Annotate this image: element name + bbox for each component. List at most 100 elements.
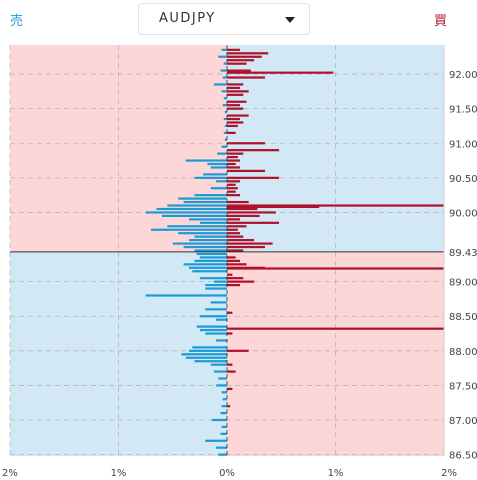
buy-order-bar [227,239,255,242]
sell-order-bar [192,346,227,349]
buy-order-bar [227,256,236,259]
sell-order-bar [183,263,227,266]
sell-order-bar [185,159,227,162]
sell-order-bar [221,90,227,93]
sell-order-bar [145,294,227,297]
sell-order-bar [210,301,227,304]
sell-order-bar [221,405,227,408]
buy-order-bar [227,387,233,390]
sell-order-bar [222,104,227,107]
sell-order-bar [181,353,227,356]
buy-order-bar [227,71,334,74]
sell-order-bar [205,308,227,311]
buy-order-bar [227,100,247,103]
sell-order-bar [194,259,227,262]
sell-order-bar [167,225,227,228]
sell-order-bar [224,111,227,114]
buy-order-bar [227,121,244,124]
sell-order-bar [194,176,227,179]
buy-order-bar [227,169,265,173]
price-tick-label: 89.00 [449,278,477,289]
sell-order-bar [205,332,227,335]
buy-order-bar [227,155,238,159]
sell-order-bar [211,418,227,422]
price-tick-label: 88.00 [449,347,477,358]
buy-label: 買 [433,14,447,29]
buy-order-bar [227,218,241,221]
sell-order-bar [205,439,227,442]
sell-order-bar [224,138,227,141]
x-tick-label: 2% [2,468,18,479]
sell-order-bar [222,76,227,79]
buy-order-bar [227,267,444,270]
sell-order-bar [221,48,227,51]
buy-order-bar [227,93,244,96]
sell-order-bar [210,363,227,366]
sell-order-bar [189,239,227,242]
sell-order-bar [221,425,227,429]
sell-order-bar [199,277,227,280]
sell-order-bar [210,166,227,169]
buy-order-bar [227,76,265,79]
buy-order-bar [227,405,231,408]
buy-order-bar [227,83,244,86]
sell-order-bar [199,221,227,224]
currency-pair-select[interactable]: AUDJPY [138,3,310,35]
sell-order-bar [216,318,227,321]
buy-order-bar [227,214,260,218]
buy-order-bar [227,90,249,93]
buy-order-bar [227,187,238,190]
buy-order-bar [227,59,255,62]
buy-order-bar [227,283,241,287]
buy-order-bar [227,107,244,110]
sell-order-bar [221,145,227,148]
price-tick-label: 92.00 [449,70,477,81]
sell-order-bar [199,328,227,332]
sell-order-bar [223,131,227,134]
buy-order-bar [227,225,247,228]
buy-order-bar [227,327,444,330]
buy-order-bar [227,194,241,197]
sell-order-bar [183,245,227,249]
sell-order-bar [196,252,227,256]
buy-order-bar [227,131,236,134]
buy-order-bar [227,200,249,204]
sell-order-bar [216,446,227,449]
buy-order-bar [227,259,241,262]
buy-order-bar [227,142,265,145]
sell-order-bar [167,204,227,207]
buy-order-bar [227,149,280,152]
price-tick-label: 88.50 [449,312,477,323]
sell-order-bar [196,325,227,328]
sell-order-bar [183,200,227,204]
sell-order-bar [205,287,227,290]
sell-order-bar [194,235,227,238]
buy-order-bar [227,242,273,245]
x-tick-label: 1% [111,468,127,479]
sell-order-bar [218,377,227,380]
sell-order-bar [210,187,227,190]
sell-order-bar [151,228,227,231]
sell-order-bar [194,194,227,197]
sell-order-bar [223,117,227,121]
buy-order-bar [227,183,236,186]
buy-order-bar [227,114,249,117]
buy-order-bar [227,211,276,214]
buy-order-bar [227,277,244,280]
sell-order-bar [222,398,227,401]
price-tick-label: 87.00 [449,416,477,427]
buy-order-bar [227,205,320,209]
buy-order-bar [227,117,241,121]
sell-order-bar [207,162,227,166]
price-tick-label: 90.50 [449,174,477,185]
sell-order-bar [224,124,227,128]
buy-order-bar [227,235,244,238]
x-tick-label: 2% [441,468,457,479]
sell-label: 売 [10,14,24,29]
buy-order-bar [227,190,236,193]
buy-order-bar [227,62,247,65]
caret-down-icon [285,17,295,23]
sell-order-bar [203,173,227,176]
sell-order-bar [189,218,227,221]
buy-order-bar [227,159,241,162]
